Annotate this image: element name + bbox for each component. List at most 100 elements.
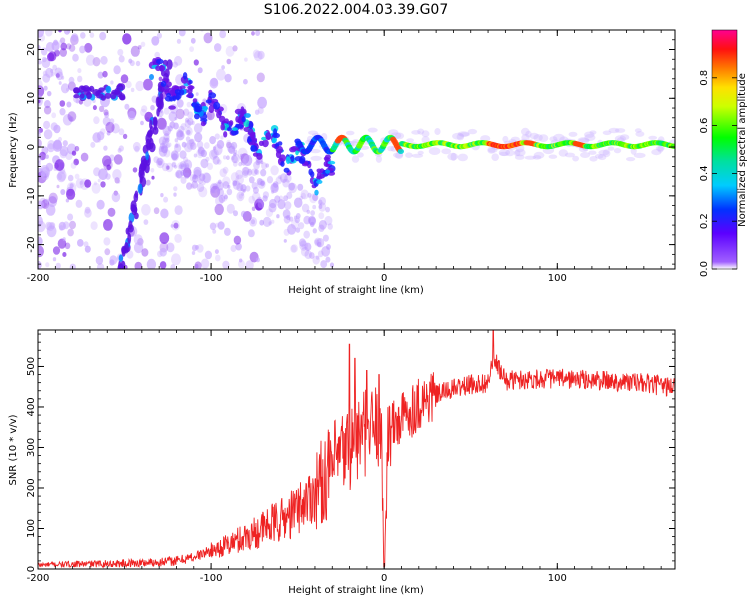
spectrogram-noise-blob	[276, 214, 280, 219]
spectrogram-noise-blob	[113, 154, 123, 165]
spectrogram-noise-blob	[125, 80, 132, 89]
spectrogram-noise-blob	[62, 252, 67, 257]
spectrogram-band-envelope	[634, 128, 642, 133]
spectrogram-noise-blob	[275, 176, 283, 185]
spectrogram-band-envelope	[597, 154, 607, 161]
spectrogram-trace-blob	[275, 150, 282, 159]
spectrogram-noise-blob	[126, 250, 134, 259]
spectrogram-band-envelope	[533, 134, 543, 142]
spectrogram-noise-blob	[42, 56, 47, 63]
spectrogram-noise-blob	[250, 219, 256, 225]
spectrogram-band-envelope	[589, 130, 597, 135]
spectrogram-noise-blob	[90, 141, 96, 148]
spectrogram-noise-blob	[248, 176, 255, 184]
spectrogram-noise-blob	[222, 166, 229, 174]
spectrogram-stripe-blob	[157, 102, 162, 113]
spectrogram-xtick-label: 100	[548, 273, 567, 284]
spectrogram-noise-blob	[166, 242, 175, 253]
spectrogram-noise-blob	[197, 146, 205, 155]
spectrogram-noise-blob	[301, 243, 306, 250]
spectrogram-noise-blob	[254, 109, 260, 115]
spectrogram-trace-blob	[152, 58, 157, 64]
spectrogram-noise-blob	[67, 111, 77, 122]
spectrogram-noise-blob	[58, 30, 62, 33]
spectrogram-noise-blob	[184, 172, 190, 179]
spectrogram-band-envelope	[602, 130, 612, 136]
spectrogram-noise-blob	[295, 227, 301, 233]
spectrogram-noise-blob	[222, 260, 230, 269]
spectrogram-noise-blob	[286, 191, 293, 199]
spectrogram-band-envelope	[533, 151, 545, 159]
spectrogram-noise-blob	[163, 107, 170, 115]
spectrogram-noise-blob	[241, 166, 250, 176]
spectrogram-noise-blob	[68, 76, 75, 84]
spectrogram-noise-blob	[253, 161, 260, 170]
spectrogram-noise-blob	[287, 224, 297, 235]
spectrogram-noise-blob	[283, 215, 291, 224]
spectrogram-noise-blob	[60, 189, 66, 195]
spectrogram-noise-blob	[316, 238, 325, 248]
spectrogram-noise-blob	[59, 145, 69, 157]
spectrogram-noise-blob	[158, 136, 167, 146]
spectrogram-stripe-blob	[128, 220, 133, 230]
snr-marks	[37, 329, 676, 569]
spectrogram-noise-blob	[209, 182, 219, 194]
spectrogram-stripe-blob	[164, 68, 170, 78]
spectrogram-noise-blob	[75, 99, 80, 104]
snr-xlabel: Height of straight line (km)	[288, 585, 424, 596]
spectrogram-stripe-blob	[128, 212, 135, 223]
spectrogram-noise-blob	[312, 228, 317, 234]
spectrogram-trace-blob	[192, 98, 198, 104]
spectrogram-band-envelope	[529, 132, 539, 140]
spectrogram-noise-blob	[245, 260, 254, 269]
spectrogram-stripe-blob	[118, 254, 124, 262]
spectrogram-trace-blob	[231, 127, 238, 131]
spectrogram-noise-blob	[173, 192, 177, 197]
spectrogram-band-envelope	[487, 147, 498, 153]
spectrogram-band-envelope	[467, 128, 478, 135]
spectrogram-noise-blob	[314, 237, 322, 247]
spectrogram-trace-blob	[213, 101, 221, 110]
spectrogram-noise-blob	[99, 31, 107, 41]
spectrogram-noise-blob	[165, 144, 169, 149]
spectrogram-noise-blob	[160, 145, 168, 154]
spectrogram-noise-blob	[255, 202, 263, 211]
spectrogram-noise-blob	[74, 173, 80, 180]
spectrogram-band-envelope	[387, 145, 395, 152]
spectrogram-noise-blob	[224, 73, 232, 83]
spectrogram-noise-blob	[235, 169, 244, 180]
spectrogram-noise-blob	[186, 139, 195, 150]
spectrogram-noise-blob	[158, 145, 165, 152]
spectrogram-band-envelope	[367, 127, 378, 133]
spectrogram-noise-blob	[66, 43, 72, 50]
spectrogram-trace-blob	[248, 141, 257, 146]
spectrogram-noise-blob	[251, 31, 255, 36]
spectrogram-noise-blob	[45, 67, 54, 78]
spectrogram-noise-blob	[171, 162, 176, 168]
spectrogram-band-envelope	[394, 132, 405, 140]
spectrogram-noise-blob	[158, 76, 163, 82]
spectrogram-trace-blob	[290, 146, 299, 151]
spectrogram-trace-blob	[295, 150, 299, 156]
spectrogram-band-envelope	[532, 155, 542, 160]
spectrogram-noise-blob	[189, 138, 194, 145]
spectrogram-noise-blob	[232, 180, 238, 187]
spectrogram-noise-blob	[58, 81, 62, 85]
spectrogram-noise-blob	[240, 158, 247, 166]
spectrogram-noise-blob	[84, 179, 92, 188]
spectrogram-noise-blob	[322, 234, 329, 242]
spectrogram-trace-blob	[272, 132, 280, 139]
spectrogram-trace-blob	[208, 105, 215, 114]
spectrogram-noise-blob	[53, 139, 62, 150]
spectrogram-noise-blob	[62, 237, 66, 242]
spectrogram-noise-blob	[329, 262, 335, 268]
spectrogram-noise-blob	[71, 33, 79, 42]
snr-xtick-label: -100	[200, 573, 223, 584]
spectrogram-band-envelope	[352, 139, 360, 144]
spectrogram-band-envelope	[626, 157, 636, 162]
spectrogram-noise-blob	[38, 99, 41, 104]
spectrogram-band-blob	[84, 87, 92, 92]
spectrogram-band-blob	[118, 93, 126, 101]
snr-series-line	[37, 329, 676, 569]
spectrogram-noise-blob	[297, 183, 304, 191]
